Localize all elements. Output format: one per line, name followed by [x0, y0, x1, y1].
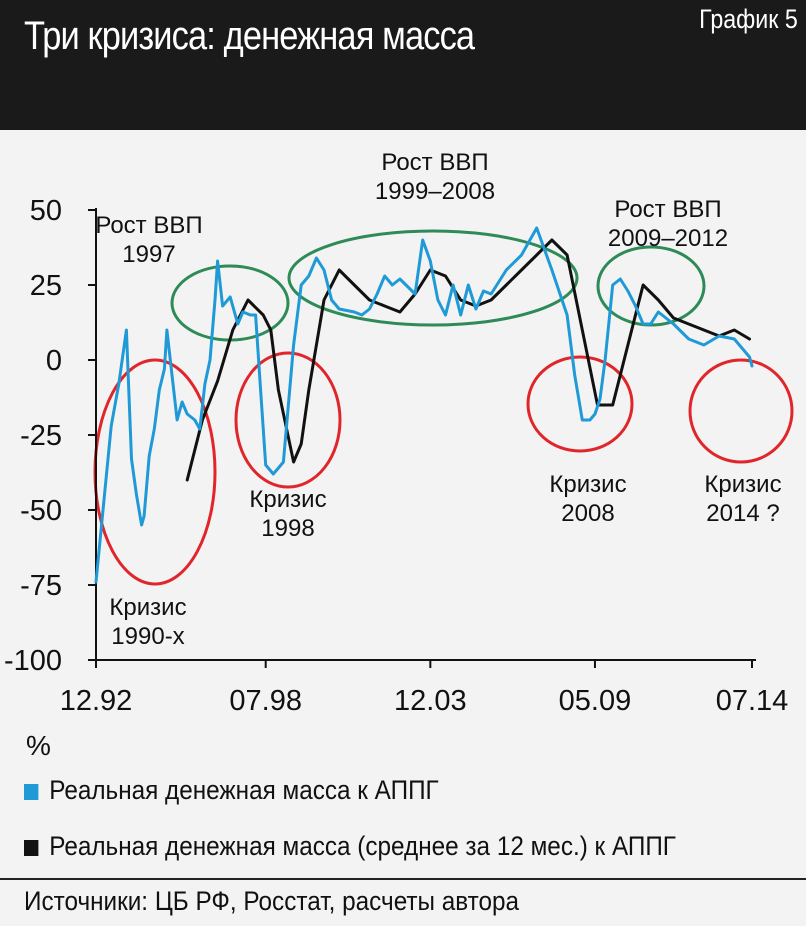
y-tick-label: -25 [20, 420, 62, 452]
legend-swatch-blue [24, 784, 39, 800]
y-tick-label: -100 [4, 645, 62, 677]
x-tick-label: 12.92 [60, 685, 133, 717]
x-tick-label: 05.09 [559, 685, 632, 717]
legend-item-black: Реальная денежная масса (среднее за 12 м… [24, 831, 676, 862]
growth-annotation-line: Рост ВВП [614, 196, 721, 223]
growth-annotation-line: 2009–2012 [608, 225, 728, 252]
growth-annotation-line: Рост ВВП [95, 212, 202, 239]
crisis-ellipse [234, 351, 342, 489]
crisis-annotation-line: Кризис [704, 471, 781, 498]
crisis-ellipse [93, 358, 217, 586]
crisis-annotation-line: 1990-х [111, 623, 184, 650]
crisis-annotation-line: Кризис [249, 486, 326, 513]
crisis-annotation-line: Кризис [549, 471, 626, 498]
chart-title: Три кризиса: денежная масса [24, 14, 475, 58]
y-tick-label: 0 [46, 345, 62, 377]
y-tick-label: -50 [20, 495, 62, 527]
legend-label-black: Реальная денежная масса (среднее за 12 м… [49, 831, 676, 861]
y-tick-label: -75 [20, 570, 62, 602]
x-tick-label: 12.03 [394, 685, 467, 717]
crisis-ellipse [688, 358, 794, 464]
growth-annotation-line: 1999–2008 [375, 178, 495, 205]
line-chart: 50 25 0 -25 -50 -75 -100 12.92 07.98 12.03 05.09 07… [4, 149, 794, 761]
legend-item-blue: Реальная денежная масса к АППГ [24, 775, 439, 806]
crisis-annotation-line: 1998 [261, 515, 314, 542]
chart-number-badge: График 5 [699, 4, 798, 34]
crisis-annotation-line: 2008 [561, 500, 614, 527]
x-tick-label: 07.14 [716, 685, 789, 717]
growth-ellipse [287, 229, 579, 327]
legend-swatch-black [24, 840, 39, 856]
header-bar: Три кризиса: денежная масса График 5 [0, 0, 806, 130]
legend-label-blue: Реальная денежная масса к АППГ [49, 775, 439, 805]
growth-annotation-line: 1997 [122, 241, 175, 268]
y-tick-label: 50 [30, 195, 62, 227]
blue-series-line [94, 226, 754, 584]
unit-label: % [26, 730, 51, 761]
source-note: Источники: ЦБ РФ, Росстат, расчеты автор… [24, 886, 520, 916]
crisis-annotation-line: 2014 ? [706, 500, 779, 527]
footer-divider [0, 878, 806, 880]
x-tick-label: 07.98 [229, 685, 302, 717]
crisis-ellipse [526, 355, 634, 453]
growth-annotation-line: Рост ВВП [381, 149, 488, 176]
y-tick-label: 25 [30, 270, 62, 302]
crisis-annotation-line: Кризис [109, 594, 186, 621]
